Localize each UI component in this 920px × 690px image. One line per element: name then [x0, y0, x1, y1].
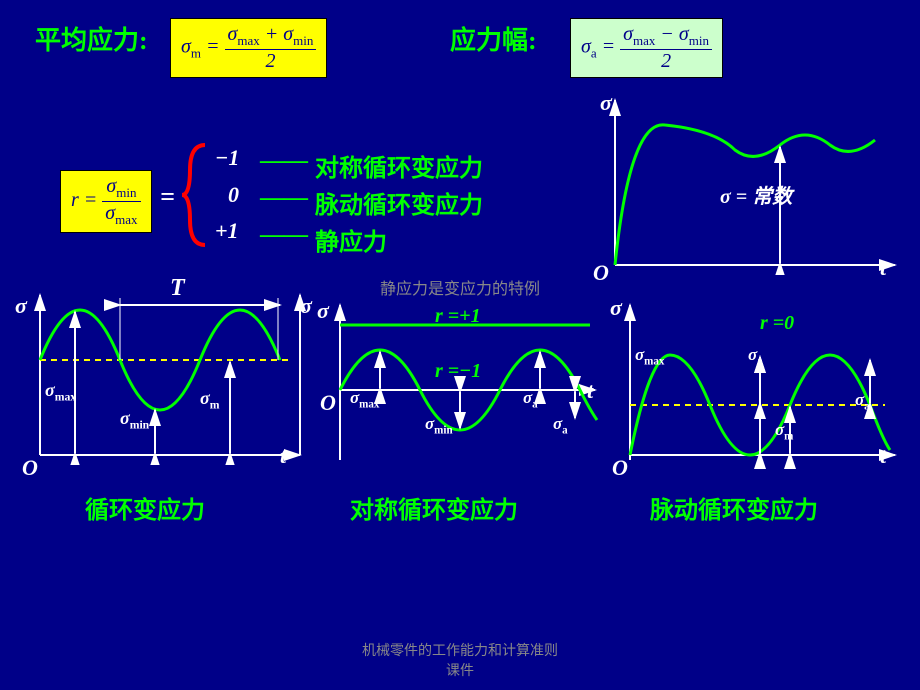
b1-xlabel: t — [280, 443, 286, 469]
b2-sa2: σa — [553, 414, 568, 436]
b1-smax: σmax — [45, 380, 76, 404]
b1-smin: σmin — [120, 408, 149, 432]
b2-ylabel: σ — [317, 298, 329, 324]
b1-ylabel: σ — [15, 293, 27, 319]
case-desc-0: 对称循环变应力 — [315, 148, 483, 183]
mean-stress-label: 平均应力: — [35, 20, 148, 57]
chart-cyclic — [20, 290, 310, 465]
b2-sa1: σa — [523, 388, 538, 410]
b3-ylabel: σ — [610, 295, 622, 321]
case-dash-0: —— — [260, 148, 308, 175]
case-desc-2: 静应力 — [315, 222, 387, 257]
equals-sign: = — [160, 182, 175, 212]
formula-amplitude: σa = σmax − σmin 2 — [570, 18, 723, 78]
b3-title: 脉动循环变应力 — [650, 490, 818, 525]
case-dash-2: —— — [260, 222, 308, 249]
b1-title: 循环变应力 — [85, 490, 205, 525]
b1-period: T — [170, 275, 185, 302]
b1-origin: O — [22, 455, 38, 481]
b2-smax: σmax — [350, 388, 379, 410]
b3-r0: r =0 — [760, 312, 794, 335]
b3-xlabel: t — [880, 443, 886, 469]
b2-title: 对称循环变应力 — [350, 490, 518, 525]
b3-smax: σmax — [635, 345, 664, 367]
tr-xlabel: t — [880, 255, 886, 281]
tr-const: σ = 常数 — [720, 180, 792, 209]
b3-sa1: σa — [748, 345, 763, 367]
case-desc-1: 脉动循环变应力 — [315, 185, 483, 220]
brace-icon — [180, 140, 210, 250]
formula-mean-stress: σm = σmax + σmin 2 — [170, 18, 327, 78]
b3-origin: O — [612, 455, 628, 481]
b1-ylabel2: σ — [300, 293, 312, 319]
footer-text: 机械零件的工作能力和计算准则课件 — [360, 640, 560, 680]
case-val-1: 0 — [228, 182, 239, 208]
b2-xlabel: t — [587, 378, 593, 404]
b3-sm: σm — [775, 420, 793, 442]
tr-origin: O — [593, 260, 609, 286]
b2-origin: O — [320, 390, 336, 416]
case-val-0: −1 — [215, 145, 239, 171]
b2-smin: σmin — [425, 414, 453, 436]
case-val-2: +1 — [215, 218, 239, 244]
b3-sa2: σa — [855, 390, 870, 412]
tr-ylabel: σ — [600, 90, 612, 116]
b1-sm: σm — [200, 388, 219, 412]
formula-ratio: r = σmin σmax — [60, 170, 152, 233]
case-dash-1: —— — [260, 185, 308, 212]
b2-rplus: r =+1 — [435, 305, 481, 328]
amplitude-label: 应力幅: — [450, 20, 537, 57]
note-text: 静应力是变应力的特例 — [380, 275, 540, 299]
b2-rminus: r =−1 — [435, 360, 481, 383]
